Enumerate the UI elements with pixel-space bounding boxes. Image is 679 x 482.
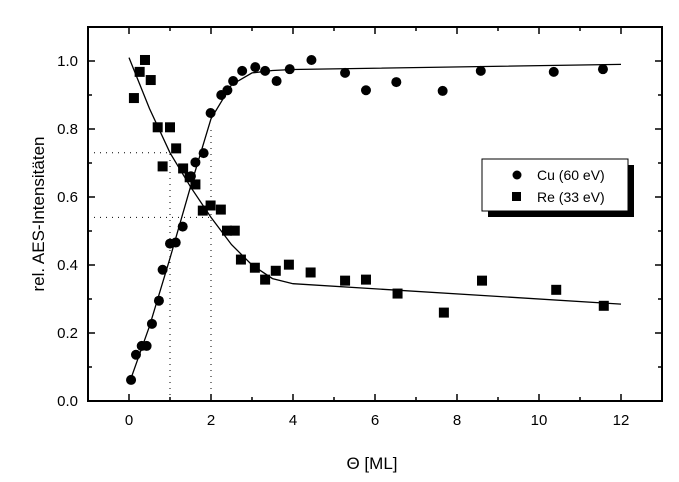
- re-data-point: [551, 284, 562, 295]
- re-data-point: [305, 267, 316, 278]
- y-tick-label: 0.2: [57, 325, 78, 342]
- reference-lines: [88, 129, 212, 401]
- x-tick-label: 8: [453, 412, 461, 429]
- data-points: [126, 54, 609, 385]
- cu-data-point: [437, 85, 448, 96]
- re-data-point: [145, 75, 156, 86]
- re-data-point: [360, 274, 371, 285]
- cu-data-point: [271, 76, 282, 87]
- cu-data-point: [360, 85, 371, 96]
- cu-data-point: [190, 157, 201, 168]
- cu-data-point: [126, 374, 137, 385]
- cu-data-point: [205, 108, 216, 119]
- re-data-point: [184, 172, 195, 183]
- fit-curves: [128, 57, 622, 385]
- x-axis-label: Θ [ML]: [346, 454, 397, 473]
- re-data-point: [139, 54, 150, 65]
- re-data-point: [340, 275, 351, 286]
- cu-data-point: [548, 66, 559, 77]
- cu-data-point: [237, 65, 248, 76]
- y-axis-label: rel. AES-Intensitäten: [29, 137, 48, 292]
- x-tick-label: 4: [289, 412, 297, 429]
- re-data-point: [128, 93, 139, 104]
- re-data-point: [392, 288, 403, 299]
- cu-data-point: [222, 85, 233, 96]
- legend-square-marker: [512, 192, 521, 201]
- cu-data-point: [340, 67, 351, 78]
- cu-data-point: [153, 295, 164, 306]
- cu-data-point: [391, 77, 402, 88]
- y-tick-label: 0.8: [57, 121, 78, 138]
- cu-fit-curve: [128, 63, 622, 385]
- re-data-point: [477, 275, 488, 286]
- legend-circle-marker: [512, 170, 522, 180]
- y-tick-label: 0.6: [57, 189, 78, 206]
- cu-data-point: [170, 237, 181, 248]
- x-tick-label: 2: [207, 412, 215, 429]
- re-data-point: [171, 143, 182, 154]
- y-tick-label: 0.0: [57, 393, 78, 410]
- re-data-point: [178, 163, 189, 174]
- re-data-point: [229, 225, 240, 236]
- re-data-point: [598, 300, 609, 311]
- cu-data-point: [146, 318, 157, 329]
- re-data-point: [197, 205, 208, 216]
- re-data-point: [205, 200, 216, 211]
- y-tick-label: 0.4: [57, 257, 78, 274]
- legend-label-cu: Cu (60 eV): [537, 167, 605, 183]
- x-tick-label: 0: [125, 412, 133, 429]
- re-data-point: [438, 307, 449, 318]
- cu-data-point: [157, 264, 168, 275]
- legend: Cu (60 eV) Re (33 eV): [481, 158, 634, 217]
- cu-data-point: [130, 349, 141, 360]
- legend-label-re: Re (33 eV): [537, 189, 605, 205]
- x-tick-label: 10: [531, 412, 548, 429]
- cu-data-point: [597, 64, 608, 75]
- re-data-point: [270, 265, 281, 276]
- re-data-point: [165, 122, 175, 133]
- cu-data-point: [177, 221, 188, 232]
- re-data-point: [260, 274, 271, 285]
- cu-data-point: [141, 340, 152, 351]
- legend-box: [481, 158, 629, 212]
- cu-data-point: [475, 65, 486, 76]
- cu-data-point: [284, 64, 295, 75]
- re-data-point: [215, 204, 226, 215]
- x-tick-label: 6: [371, 412, 379, 429]
- cu-data-point: [260, 65, 271, 76]
- cu-data-point: [198, 148, 209, 159]
- re-data-point: [283, 259, 294, 270]
- re-data-point: [157, 161, 168, 172]
- cu-data-point: [306, 54, 317, 65]
- cu-data-point: [228, 76, 239, 87]
- y-tick-label: 1.0: [57, 53, 78, 70]
- cu-data-point: [250, 62, 261, 73]
- re-data-point: [134, 66, 145, 77]
- re-data-point: [152, 122, 163, 133]
- re-data-point: [235, 254, 246, 265]
- re-data-point: [190, 179, 201, 190]
- re-data-point: [221, 225, 232, 236]
- re-data-point: [249, 262, 260, 273]
- axis-ticks: 0 2 4 6 8 10 12 0.0 0.2 0.4 0.6 0.8 1.0: [57, 26, 663, 429]
- x-tick-label: 12: [613, 412, 630, 429]
